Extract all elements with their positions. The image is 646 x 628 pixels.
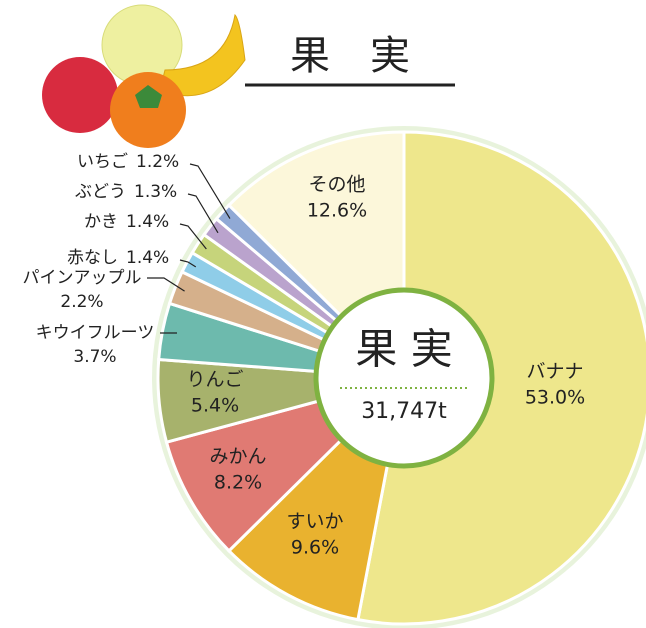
center-title: 果 実	[355, 325, 452, 374]
slice-value-label: 53.0%	[525, 387, 585, 409]
slices	[156, 130, 646, 626]
slice-name: りんご	[186, 369, 243, 391]
slice-name: その他	[308, 174, 365, 196]
slice-value-label: 1.2%	[136, 152, 179, 172]
slice-value-label: 1.4%	[126, 248, 169, 268]
slice-name: いちご	[77, 152, 128, 172]
slice-name: ぶどう	[75, 182, 126, 202]
leader-line	[179, 259, 197, 268]
center-total: 31,747t	[361, 399, 447, 424]
leader-line	[189, 163, 231, 219]
slice-value-label: 1.3%	[134, 182, 177, 202]
center-circle	[313, 287, 495, 469]
slice-value-label: 3.7%	[73, 347, 116, 367]
slice-value-label: 9.6%	[291, 537, 339, 559]
slice-name: すいか	[286, 511, 343, 533]
slice-name: かき	[84, 212, 118, 232]
slice-name: 赤なし	[67, 248, 118, 268]
slice-value-label: 8.2%	[214, 472, 262, 494]
slice-value-label: 1.4%	[126, 212, 169, 232]
slice-value-label: 12.6%	[307, 200, 367, 222]
fruit-illustration	[42, 4, 246, 148]
slice-name: パインアップル	[23, 268, 142, 288]
slice-name: バナナ	[526, 361, 583, 383]
leader-line	[147, 277, 185, 292]
slice-value-label: 5.4%	[191, 395, 239, 417]
leader-line	[179, 223, 207, 250]
slice-value-label: 2.2%	[60, 292, 103, 312]
slice-name: キウイフルーツ	[36, 323, 155, 343]
leader-line	[187, 193, 219, 234]
chart-title: 果 実	[290, 33, 410, 79]
slice-name: みかん	[209, 446, 266, 468]
